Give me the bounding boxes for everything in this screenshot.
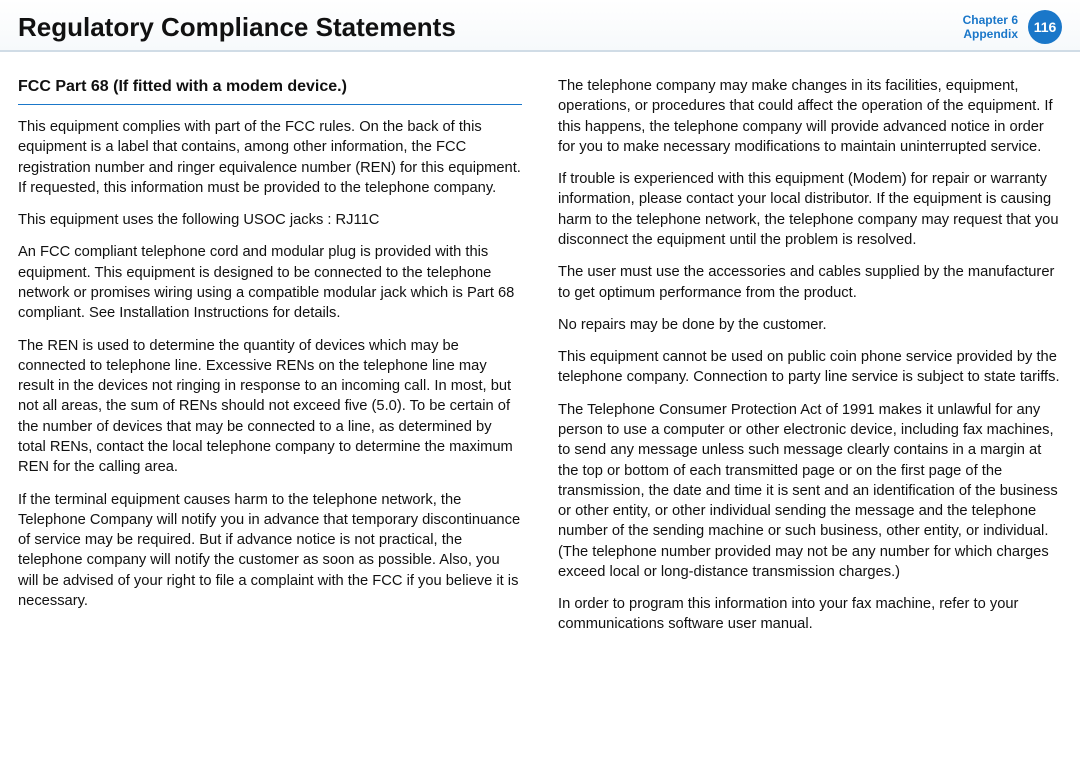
section-heading: FCC Part 68 (If fitted with a modem devi… bbox=[18, 76, 522, 105]
paragraph: The REN is used to determine the quantit… bbox=[18, 336, 522, 478]
paragraph: This equipment complies with part of the… bbox=[18, 117, 522, 198]
paragraph: This equipment uses the following USOC j… bbox=[18, 210, 522, 230]
chapter-label: Chapter 6 Appendix bbox=[963, 13, 1018, 42]
page-number-badge: 116 bbox=[1028, 10, 1062, 44]
paragraph: The telephone company may make changes i… bbox=[558, 76, 1062, 157]
chapter-line-2: Appendix bbox=[963, 27, 1018, 41]
paragraph: The Telephone Consumer Protection Act of… bbox=[558, 400, 1062, 583]
paragraph: If trouble is experienced with this equi… bbox=[558, 169, 1062, 250]
paragraph: No repairs may be done by the customer. bbox=[558, 315, 1062, 335]
paragraph: The user must use the accessories and ca… bbox=[558, 262, 1062, 303]
chapter-line-1: Chapter 6 bbox=[963, 13, 1018, 27]
header-right: Chapter 6 Appendix 116 bbox=[963, 10, 1062, 44]
paragraph: If the terminal equipment causes harm to… bbox=[18, 490, 522, 612]
paragraph: This equipment cannot be used on public … bbox=[558, 347, 1062, 388]
paragraph: In order to program this information int… bbox=[558, 594, 1062, 635]
page-title: Regulatory Compliance Statements bbox=[18, 12, 456, 43]
paragraph: An FCC compliant telephone cord and modu… bbox=[18, 242, 522, 323]
main-content: FCC Part 68 (If fitted with a modem devi… bbox=[0, 52, 1080, 635]
page-header: Regulatory Compliance Statements Chapter… bbox=[0, 0, 1080, 52]
